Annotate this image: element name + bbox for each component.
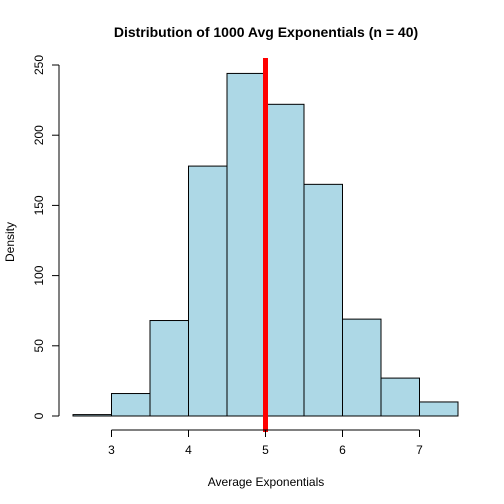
histogram-bar-4 <box>226 72 266 417</box>
x-tick-label: 5 <box>262 443 269 457</box>
x-tick-label: 4 <box>185 443 192 457</box>
x-tick-label: 3 <box>108 443 115 457</box>
histogram-bar-9 <box>419 401 459 417</box>
y-tick-label: 200 <box>32 125 46 145</box>
x-tick-label: 7 <box>416 443 423 457</box>
y-tick-label: 0 <box>32 412 46 419</box>
y-axis-label: Density <box>3 222 17 262</box>
chart-title: Distribution of 1000 Avg Exponentials (n… <box>114 24 418 40</box>
bars-group <box>72 72 459 417</box>
x-tick-label: 6 <box>339 443 346 457</box>
histogram-bar-7 <box>342 318 382 417</box>
histogram-bar-0 <box>72 414 112 417</box>
x-axis-label: Average Exponentials <box>208 475 325 489</box>
histogram-bar-5 <box>265 103 305 417</box>
y-tick-label: 100 <box>32 265 46 285</box>
histogram-bar-8 <box>380 377 420 417</box>
histogram-bar-6 <box>303 183 343 417</box>
histogram-bar-2 <box>149 320 189 417</box>
y-axis: 0 50 100 150 200 250 <box>32 55 60 419</box>
histogram-bar-1 <box>111 393 151 417</box>
y-tick-label: 250 <box>32 55 46 75</box>
x-axis: 3 4 5 6 7 <box>108 429 423 457</box>
y-tick-label: 150 <box>32 195 46 215</box>
histogram-bar-3 <box>188 165 228 417</box>
y-tick-label: 50 <box>32 339 46 353</box>
